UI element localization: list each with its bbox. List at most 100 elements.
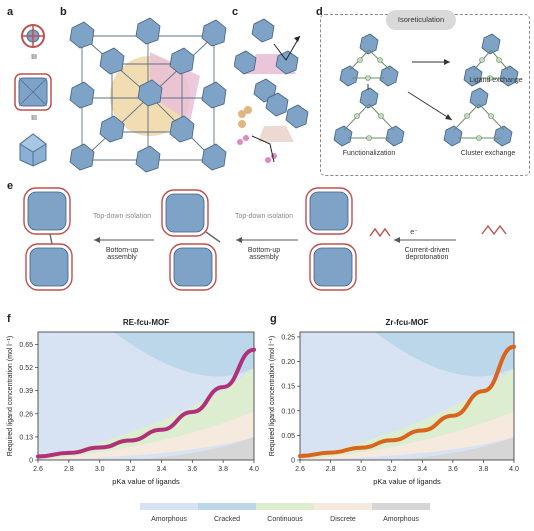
curve-point [252,348,256,352]
curve-point [129,439,132,442]
curve-point [36,455,40,458]
top-down-isolation-label-1: Top-down isolation [93,213,151,220]
curve-point [67,451,71,455]
x-tick-label: 2.6 [33,466,43,473]
y-tick-label: 0.65 [19,342,33,349]
x-tick-label: 3.6 [448,466,458,473]
x-tick-label: 3.4 [417,466,427,473]
y-tick-label: 0.15 [281,384,295,391]
electron-label: e⁻ [410,229,418,236]
panel-d-diagram [333,33,519,147]
curve-point [512,345,516,349]
ligand-exchange-label: Ligand exchange [469,77,523,84]
y-tick-label: 0 [291,458,295,465]
panel-label-d: d [316,6,323,18]
region-amorphous-right [396,436,514,460]
x-tick-label: 4.0 [249,466,259,473]
chart-g: 2.6 2.8 3.0 3.2 3.4 3.6 3.8 4.0 0 0.05 0.10 0.15 0.2… [269,318,519,486]
plot-frame [37,331,255,461]
y-tick-label: 0.52 [19,365,33,372]
equivalence-mark-2: III [31,115,37,122]
y-tick-label: 0.25 [281,334,295,341]
y-tick-label: 0.39 [19,388,33,395]
y-tick-label: 0.13 [19,434,33,441]
legend-label: Continuous [267,516,303,523]
region-continuous [300,367,514,460]
bottom-up-assembly-label-2: Bottom-up assembly [247,247,281,261]
x-tick-label: 3.4 [157,466,167,473]
legend-swatch [372,503,430,510]
charts-svg: 2.6 2.8 3.0 3.2 3.4 3.6 3.8 4.0 0 0.13 0.26 0.39 0.5… [7,318,519,523]
bottom-up-assembly-label-1: Bottom-up assembly [105,247,139,261]
legend-label: Amorphous [383,516,419,523]
top-down-isolation-label-2: Top-down isolation [235,213,293,220]
phase-legend: Amorphous Cracked Continuous Discrete Amorph… [140,503,430,523]
curve-point [420,429,424,432]
legend-label: Discrete [330,516,356,523]
y-tick-label: 0.10 [281,408,295,415]
legend-swatch [256,503,314,510]
y-tick-label: 0.26 [19,411,33,418]
x-tick-label: 4.0 [509,466,519,473]
x-tick-label: 3.6 [187,466,197,473]
x-tick-label: 3.2 [387,466,397,473]
x-tick-label: 3.0 [356,466,366,473]
y-tick-label: 0 [29,458,33,465]
panel-label-c: c [232,6,239,18]
panel-e-diagram [23,187,507,291]
chart-title: Zr-fcu-MOF [385,318,428,327]
curve-point [190,410,194,414]
legend-swatch [314,503,372,510]
cluster-exchange-label: Cluster exchange [460,150,516,157]
panel-b-fcu-lattice [69,17,227,173]
y-tick-label: 0.20 [281,359,295,366]
x-axis-label: pKa value of ligands [112,477,180,486]
panel-label-b: b [60,6,67,18]
panel-a-illustration [14,24,52,167]
panel-label-g: g [270,313,277,325]
panel-label-a: a [7,6,14,18]
y-tick-label: 0.05 [281,433,295,440]
x-tick-label: 2.8 [64,466,74,473]
legend-label: Cracked [214,516,240,523]
x-axis-label: pKa value of ligands [373,477,441,486]
curve-point [482,389,485,393]
plot-frame [299,331,515,461]
panel-label-e: e [7,180,14,192]
curve-point [329,451,332,454]
x-tick-label: 3.0 [95,466,105,473]
functionalization-label: Functionalization [342,150,396,157]
region-cracked [374,332,514,377]
curve-point [160,428,163,432]
region-discrete [300,411,514,460]
x-tick-label: 2.8 [326,466,336,473]
region-cracked [113,332,254,377]
legend-label: Amorphous [151,516,187,523]
x-tick-label: 3.8 [479,466,489,473]
cuboctahedron-icon [19,133,47,167]
octahedral-cage-shape [150,52,200,122]
linker-cage-icon [21,24,45,48]
chart-f: 2.6 2.8 3.0 3.2 3.4 3.6 3.8 4.0 0 0.13 0.26 0.39 0.5… [7,318,259,486]
curve-point [451,414,455,417]
region-discrete [38,411,254,460]
curve-point [359,446,363,449]
curve-point [390,439,394,442]
legend-swatch [140,503,198,510]
curve-point [298,454,302,458]
y-axis-label: Required ligand concentration (mol l⁻¹) [269,336,276,456]
region-continuous [38,367,254,460]
x-tick-label: 3.2 [126,466,136,473]
region-amorphous-right [135,436,254,460]
equivalence-mark-1: III [31,54,37,61]
legend-swatch [198,503,256,510]
x-tick-label: 3.8 [218,466,228,473]
chart-title: RE-fcu-MOF [123,318,169,327]
isoreticulation-pill: Isoreticulation [386,10,456,30]
x-tick-label: 2.6 [295,466,305,473]
cluster-with-linkers-icon [14,73,52,111]
y-axis-label: Required ligand concentration (mol l⁻¹) [7,336,14,456]
curve-point [221,385,225,389]
current-driven-deprotonation-label: Current-driven deprotonation [404,247,450,261]
panel-label-f: f [7,313,11,325]
